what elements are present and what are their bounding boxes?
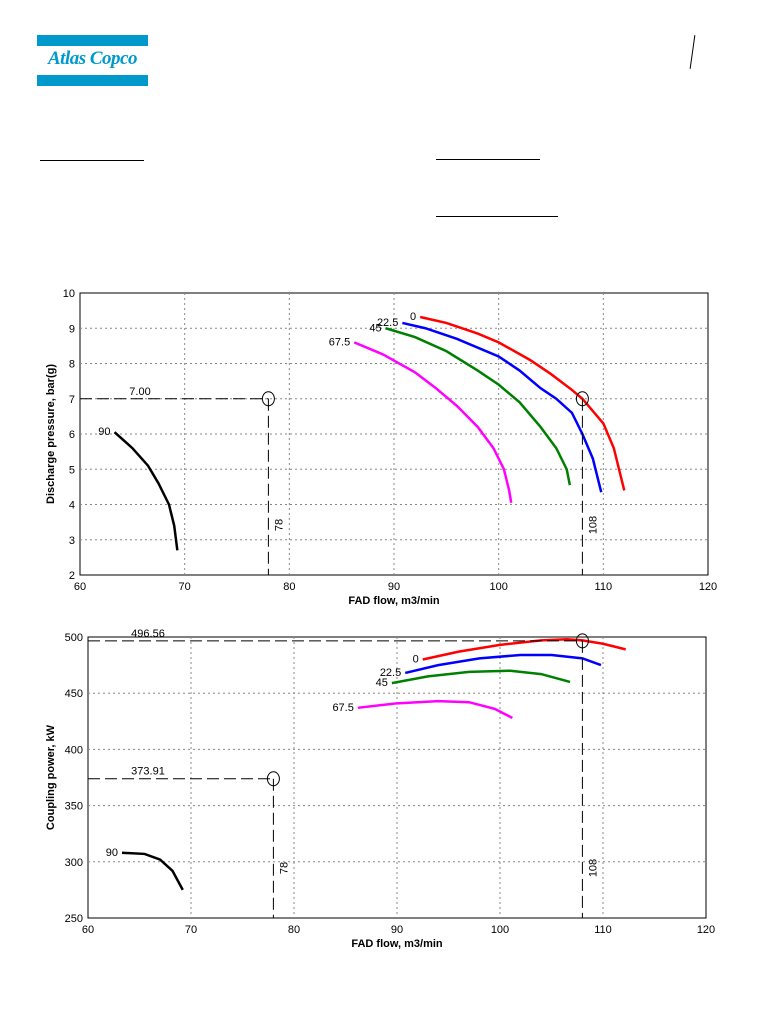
- y-tick-label: 8: [69, 359, 75, 371]
- series-line-0: [419, 315, 626, 491]
- y-tick-label: 450: [65, 688, 83, 700]
- series-line-90: [121, 851, 184, 891]
- x-tick-label: 110: [594, 924, 612, 936]
- y-tick-label: 6: [69, 429, 75, 441]
- y-tick-label: 5: [69, 464, 75, 476]
- series-label: 90: [98, 426, 110, 438]
- logo-bar-top: [37, 35, 148, 46]
- series-line-90: [113, 431, 179, 551]
- atlas-copco-logo: Atlas Copco: [37, 35, 148, 86]
- series-line-67-5: [353, 341, 513, 503]
- signature-line-2: [436, 159, 540, 160]
- x-tick-label: 120: [697, 924, 715, 936]
- series-line-67-5: [357, 699, 513, 720]
- series-label: 45: [369, 322, 381, 334]
- series-line-22-5: [402, 321, 603, 493]
- reference-x-value: 78: [273, 519, 285, 531]
- x-tick-label: 70: [185, 924, 197, 936]
- series-label: 67.5: [329, 336, 350, 348]
- x-tick-label: 80: [288, 924, 300, 936]
- y-tick-label: 4: [69, 500, 75, 512]
- series-line-0: [422, 637, 626, 661]
- x-tick-label: 80: [283, 581, 295, 593]
- operating-point-marker: [575, 633, 589, 649]
- y-tick-label: 2: [69, 570, 75, 582]
- x-tick-label: 60: [74, 581, 86, 593]
- y-tick-label: 7: [69, 394, 75, 406]
- operating-point-marker: [266, 771, 280, 787]
- y-tick-label: 250: [65, 913, 83, 925]
- x-tick-label: 100: [491, 924, 509, 936]
- y-tick-label: 500: [65, 632, 83, 644]
- y-axis-label: Coupling power, kW: [45, 724, 57, 830]
- operating-point-marker: [261, 391, 275, 407]
- x-tick-label: 70: [179, 581, 191, 593]
- reference-x-value: 78: [278, 862, 290, 874]
- y-tick-label: 3: [69, 535, 75, 547]
- y-tick-label: 10: [63, 288, 75, 300]
- series-label: 0: [410, 311, 416, 323]
- series-line-45: [391, 669, 571, 685]
- signature-line-3: [436, 216, 558, 217]
- x-tick-label: 100: [489, 581, 507, 593]
- series-label: 22.5: [377, 317, 398, 329]
- x-tick-label: 90: [388, 581, 400, 593]
- series-label: 90: [106, 847, 118, 859]
- x-tick-label: 60: [82, 924, 94, 936]
- y-tick-label: 350: [65, 801, 83, 813]
- y-axis-label: Discharge pressure, bar(g): [45, 364, 57, 504]
- y-tick-label: 9: [69, 323, 75, 335]
- x-tick-label: 90: [391, 924, 403, 936]
- signature-line-1: [40, 160, 144, 161]
- reference-x-value: 108: [587, 516, 599, 534]
- logo-bar-bottom: [37, 75, 148, 86]
- reference-y-value: 496.56: [131, 628, 165, 640]
- x-axis-label: FAD flow, m3/min: [351, 938, 443, 950]
- reference-x-value: 108: [587, 859, 599, 877]
- reference-y-value: 7.00: [129, 386, 150, 398]
- series-line-45: [385, 327, 572, 486]
- x-axis-label: FAD flow, m3/min: [348, 595, 440, 607]
- series-label: 0: [413, 653, 419, 665]
- logo-text: Atlas Copco: [48, 48, 137, 69]
- series-label: 67.5: [332, 702, 353, 714]
- reference-y-value: 373.91: [131, 766, 165, 778]
- x-tick-label: 110: [595, 581, 613, 593]
- series-label: 22.5: [380, 667, 401, 679]
- operating-point-marker: [575, 391, 589, 407]
- y-tick-label: 300: [65, 857, 83, 869]
- x-tick-label: 120: [699, 581, 717, 593]
- series-label: 45: [376, 677, 388, 689]
- y-tick-label: 400: [65, 744, 83, 756]
